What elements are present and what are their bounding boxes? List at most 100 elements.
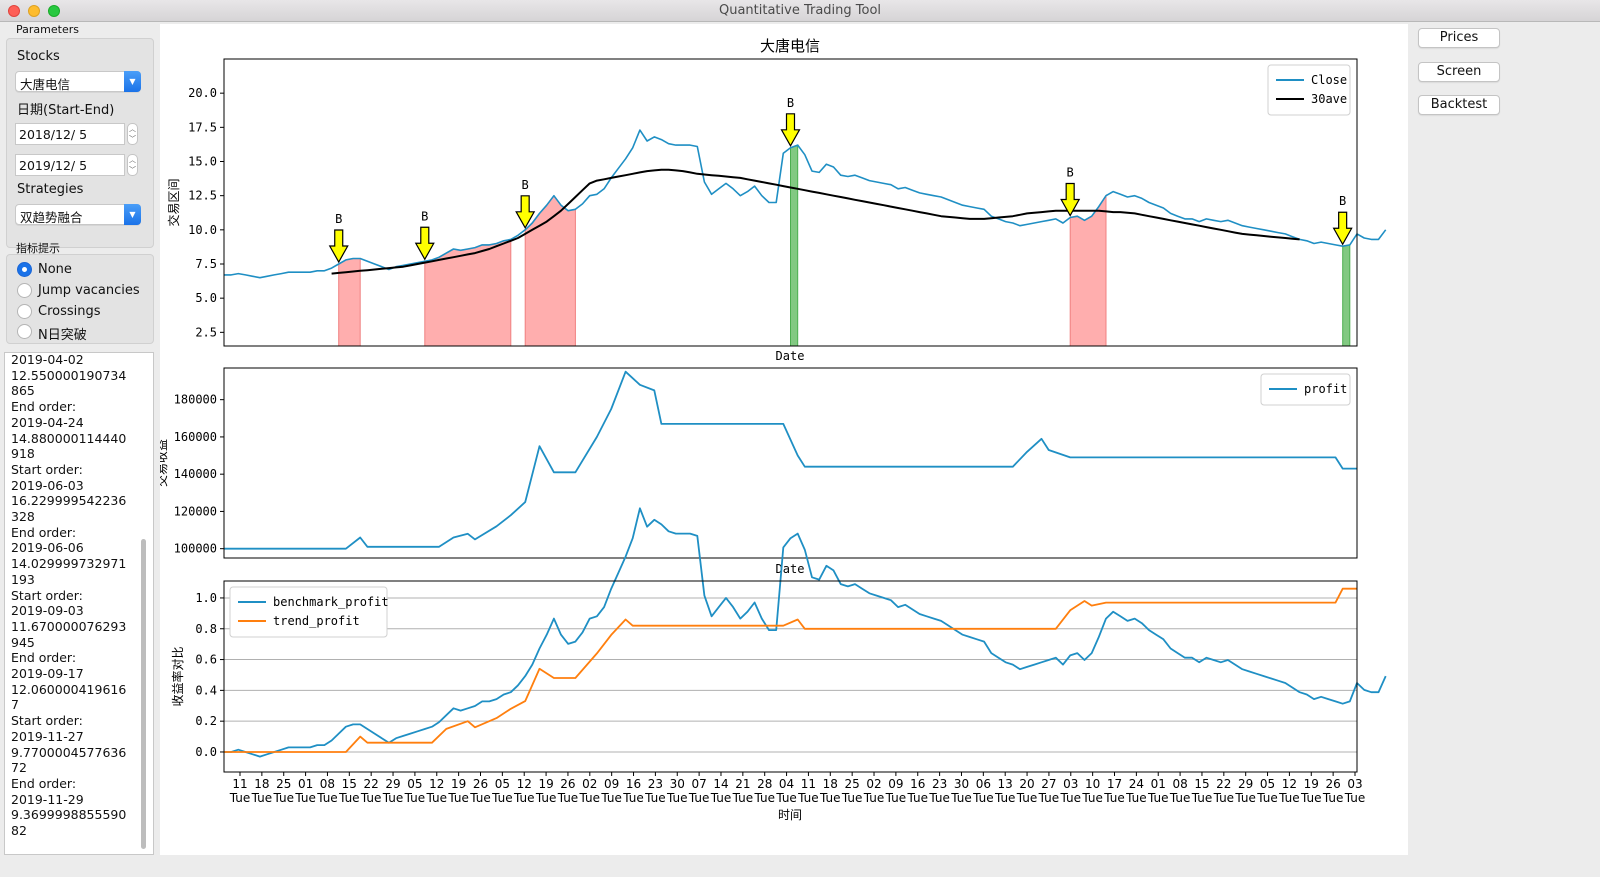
- x-tick-day-label: 18: [254, 777, 269, 791]
- x-tick-day-label: 03: [1063, 777, 1078, 791]
- stocks-label: Stocks: [17, 49, 60, 64]
- close-window-button[interactable]: [8, 5, 20, 17]
- x-tick-weekday-label: Tue: [491, 791, 512, 805]
- chart-title: 大唐电信: [760, 37, 820, 55]
- x-tick-weekday-label: Tue: [1322, 791, 1344, 805]
- x-tick-weekday-label: Tue: [535, 791, 557, 805]
- x-tick-weekday-label: Tue: [753, 791, 775, 805]
- x-tick-weekday-label: Tue: [688, 791, 710, 805]
- ave-line: [331, 168, 1300, 275]
- log-line: 9.7700004577636: [11, 744, 127, 760]
- radio-unchecked-icon[interactable]: [17, 324, 32, 339]
- log-line: 2019-04-02: [11, 352, 84, 367]
- x-tick-day-label: 19: [1304, 777, 1319, 791]
- legend-box: [1267, 64, 1351, 116]
- top-y-tick-label: 10.0: [188, 223, 217, 237]
- x-tick-weekday-label: Tue: [360, 791, 382, 805]
- prices-button[interactable]: Prices: [1418, 28, 1500, 48]
- log-line: 11.670000076293: [11, 618, 127, 634]
- x-tick-day-label: 16: [910, 777, 925, 791]
- x-tick-weekday-label: Tue: [797, 791, 819, 805]
- buy-marker: B: [515, 178, 536, 230]
- screen-button[interactable]: Screen: [1418, 62, 1500, 82]
- order-log[interactable]: 82 9.3699998855590 2019-11-29 End order: 72 9…: [4, 352, 154, 855]
- arrow-down-icon: [515, 195, 536, 230]
- top-y-tick-label: 20.0: [188, 86, 217, 100]
- log-scrollbar[interactable]: [141, 539, 146, 849]
- x-tick-weekday-label: Tue: [1213, 791, 1235, 805]
- log-line: 14.880000114440: [11, 430, 127, 446]
- log-line: End order:: [11, 650, 77, 666]
- end-date-stepper[interactable]: ︿ ﹀: [127, 154, 138, 176]
- x-tick-day-label: 08: [1172, 777, 1187, 791]
- x-tick-day-label: 11: [801, 777, 816, 791]
- log-line: 16.229999542236: [11, 493, 127, 509]
- x-tick-weekday-label: Tue: [819, 791, 841, 805]
- log-line: 945: [11, 634, 35, 650]
- middle-y-tick-label: 120000: [174, 504, 217, 518]
- x-tick-day-label: 22: [364, 777, 379, 791]
- arrow-down-icon: [780, 113, 801, 148]
- x-tick-day-label: 02: [582, 777, 597, 791]
- log-line: 12.550000190734: [11, 367, 127, 383]
- x-tick-weekday-label: Tue: [404, 791, 426, 805]
- x-tick-day-label: 26: [1325, 777, 1340, 791]
- middle-x-axis-label: Date: [776, 562, 805, 576]
- x-tick-weekday-label: Tue: [622, 791, 644, 805]
- x-tick-weekday-label: Tue: [710, 791, 732, 805]
- x-tick-weekday-label: Tue: [251, 791, 272, 805]
- x-tick-weekday-label: Tue: [775, 791, 797, 805]
- charts-svg: 大唐电信 B B B B B B 2.5 5.0 7.5 10.0 12.5 15.0 17.5 20.0 交…: [154, 37, 1387, 822]
- x-tick-weekday-label: Tue: [644, 791, 666, 805]
- start-date-stepper[interactable]: ︿ ﹀: [127, 123, 138, 145]
- radio-unchecked-icon[interactable]: [17, 304, 32, 319]
- x-tick-weekday-label: Tue: [863, 791, 885, 805]
- x-tick-weekday-label: Tue: [1278, 791, 1300, 805]
- x-tick-day-label: 10: [1085, 777, 1100, 791]
- strategy-select[interactable]: 双趋势融合 ▼: [15, 204, 141, 225]
- x-tick-day-label: 05: [407, 777, 422, 791]
- x-tick-day-label: 18: [823, 777, 838, 791]
- x-tick-day-label: 29: [1238, 777, 1253, 791]
- x-tick-day-label: 12: [1282, 777, 1297, 791]
- start-date-field[interactable]: 2018/12/ 5: [15, 123, 125, 145]
- buy-marker: B: [328, 212, 349, 264]
- x-tick-day-label: 03: [1347, 777, 1362, 791]
- top-y-tick-label: 12.5: [188, 189, 217, 203]
- buy-marker-label: B: [421, 209, 428, 223]
- bottom-y-axis-label: 收益率对比: [170, 646, 185, 706]
- x-tick-day-label: 23: [932, 777, 947, 791]
- buy-marker-label: B: [1067, 166, 1074, 180]
- arrow-down-icon: [1332, 211, 1353, 246]
- legend-label: Close: [1311, 73, 1347, 87]
- zoom-window-button[interactable]: [48, 5, 60, 17]
- middle-y-tick-label: 160000: [174, 430, 217, 444]
- x-tick-weekday-label: Tue: [579, 791, 601, 805]
- backtest-button[interactable]: Backtest: [1418, 95, 1500, 115]
- log-line: End order:: [11, 524, 77, 540]
- end-date-field[interactable]: 2019/12/ 5: [15, 154, 125, 176]
- minimize-window-button[interactable]: [28, 5, 40, 17]
- x-tick-day-label: 19: [451, 777, 466, 791]
- top-x-axis-label: Date: [776, 349, 805, 363]
- bottom-y-tick-label: 0.4: [195, 683, 217, 697]
- x-tick-day-label: 02: [866, 777, 881, 791]
- x-tick-day-label: 12: [517, 777, 532, 791]
- indicator-group: None Jump vacancies Crossings N日突破: [6, 254, 154, 344]
- top-y-tick-label: 17.5: [188, 120, 217, 134]
- indicator-group-label: 指标提示: [16, 242, 60, 255]
- middle-y-axis-label: 交易收益: [160, 439, 169, 487]
- x-tick-weekday-label: Tue: [732, 791, 754, 805]
- buy-marker: B: [1060, 166, 1081, 217]
- middle-y-tick-label: 180000: [174, 393, 217, 407]
- log-line: 72: [11, 760, 27, 776]
- x-tick-weekday-label: Tue: [1016, 791, 1038, 805]
- x-tick-weekday-label: Tue: [338, 791, 360, 805]
- chevron-down-icon: ▼: [124, 204, 141, 225]
- radio-unchecked-icon[interactable]: [17, 283, 32, 298]
- log-line: 12.060000419616: [11, 681, 127, 697]
- radio-checked-icon[interactable]: [17, 262, 32, 277]
- log-line: Start order:: [11, 587, 83, 603]
- x-tick-day-label: 07: [691, 777, 706, 791]
- stock-select[interactable]: 大唐电信 ▼: [15, 71, 141, 92]
